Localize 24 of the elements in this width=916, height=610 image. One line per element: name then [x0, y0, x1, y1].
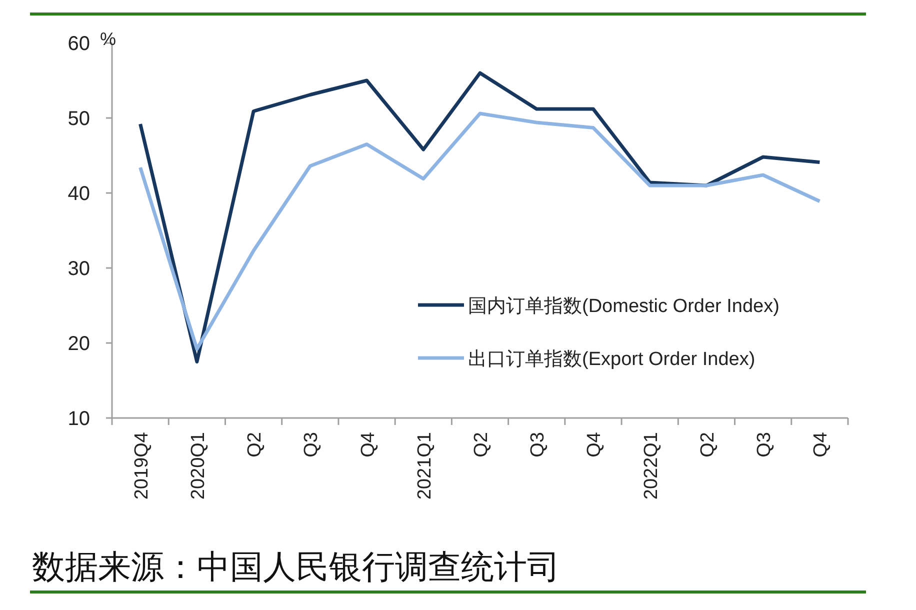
x-tick-label: Q4: [358, 432, 379, 458]
x-tick-label: Q3: [301, 432, 322, 458]
x-tick-label: Q2: [697, 432, 718, 458]
y-tick-label: 20: [68, 333, 90, 355]
x-tick-label: 2020Q1: [188, 432, 209, 500]
y-tick-label: 10: [68, 408, 90, 430]
y-tick-label: 40: [68, 183, 90, 205]
x-tick-label: Q3: [528, 432, 549, 458]
legend-label: 国内订单指数(Domestic Order Index): [468, 296, 780, 317]
y-tick-label: 30: [68, 258, 90, 280]
x-tick-label: Q2: [244, 432, 266, 458]
y-tick-label: 60: [68, 33, 90, 55]
x-tick-label: Q4: [810, 432, 832, 458]
y-tick-label: 50: [68, 108, 90, 130]
y-axis-title: %: [100, 29, 116, 49]
source-note: 数据来源：中国人民银行调查统计司: [32, 547, 560, 586]
legend-label: 出口订单指数(Export Order Index): [468, 349, 756, 370]
x-tick-label: 2021Q1: [414, 432, 436, 500]
x-tick-label: 2019Q4: [131, 432, 152, 500]
line-series: [138, 112, 822, 351]
x-tick-label: Q3: [754, 432, 776, 458]
x-tick-label: Q4: [584, 432, 606, 458]
x-tick-label: 2022Q1: [640, 432, 662, 500]
x-tick-label: Q2: [471, 432, 492, 458]
